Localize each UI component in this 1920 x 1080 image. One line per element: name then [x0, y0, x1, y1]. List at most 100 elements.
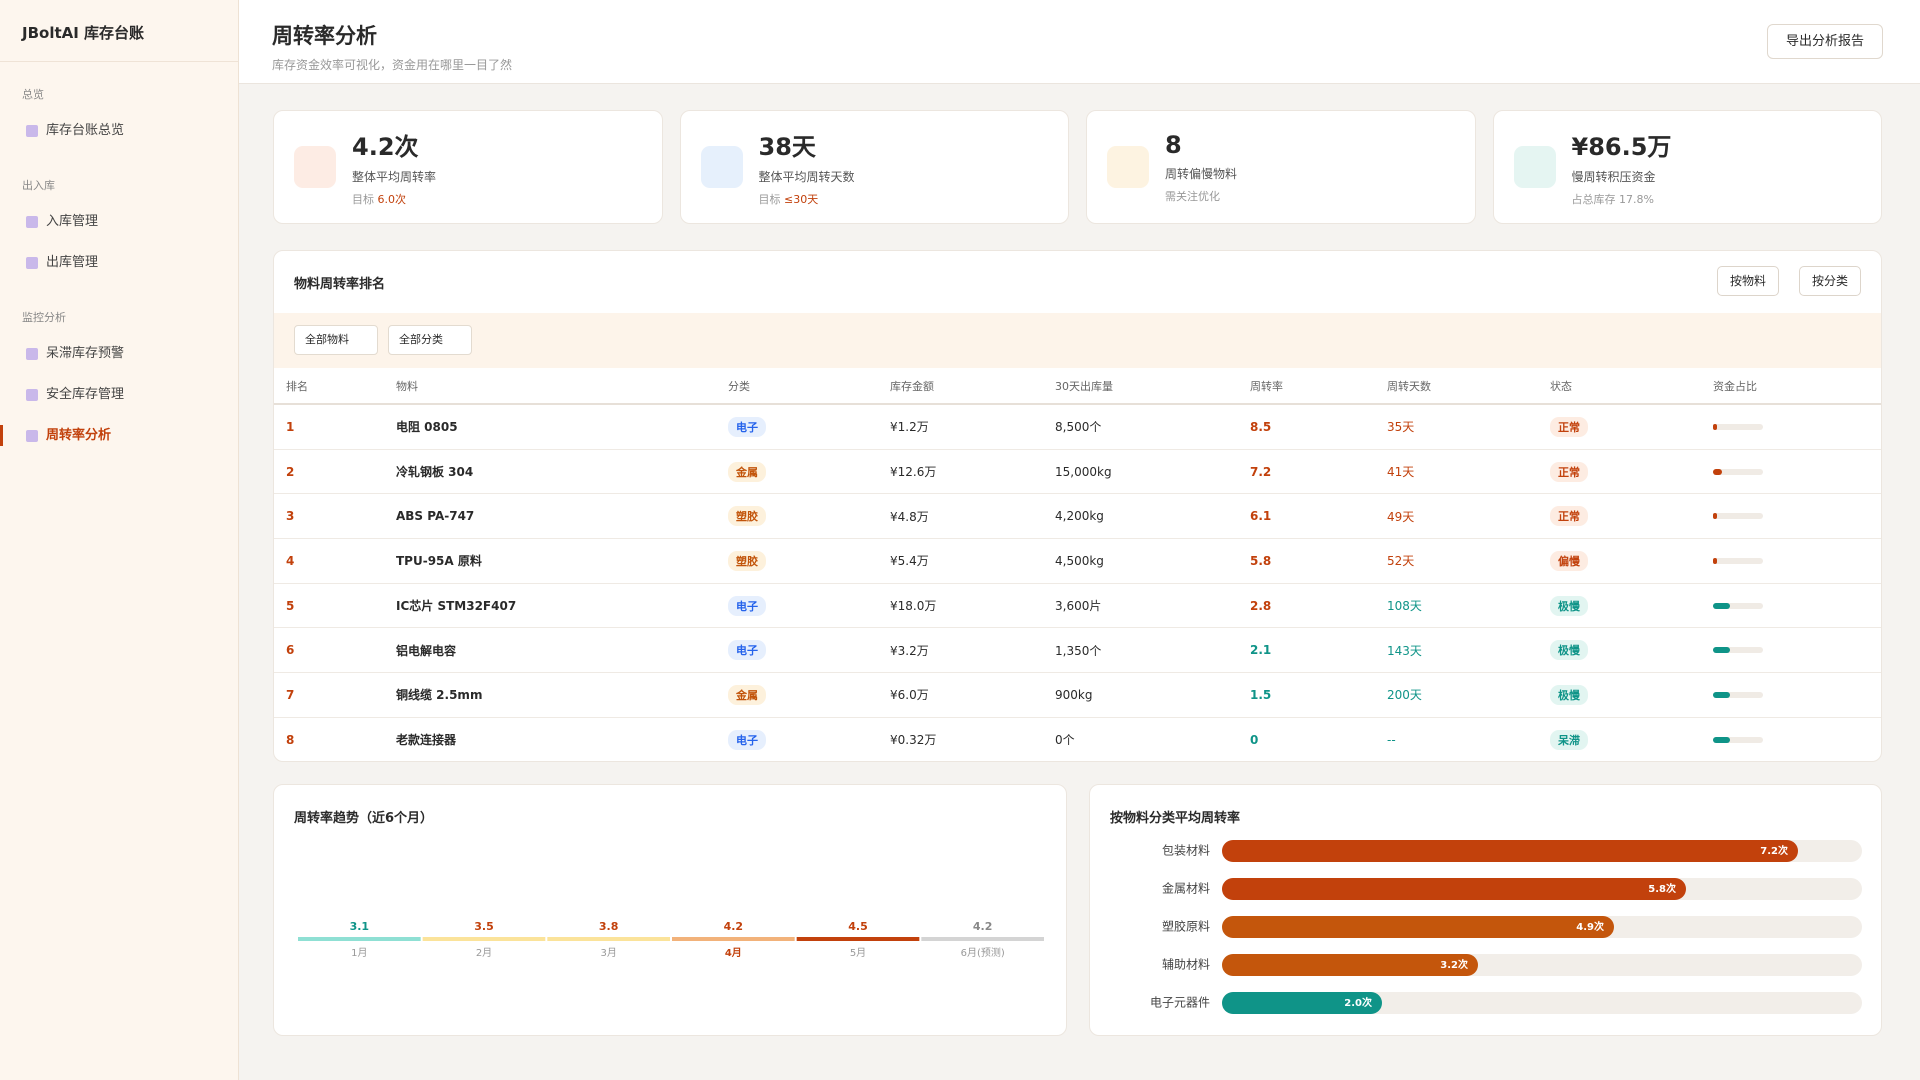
nav-item[interactable]: 周转率分析 — [0, 415, 238, 456]
material: 冷轧钢板 304 — [396, 465, 474, 480]
table-cell: 极慢 — [1550, 595, 1713, 616]
nav-icon — [26, 429, 38, 442]
turnover-days: -- — [1387, 732, 1396, 747]
column-header: 状态 — [1550, 379, 1572, 393]
nav-item[interactable]: 安全库存管理 — [0, 374, 238, 415]
kpi-icon — [294, 146, 336, 188]
category-card: 按物料分类平均周转率 包装材料 7.2次 金属材料 5.8次 塑胶原料 4.9次 辅助材料 3… — [1089, 784, 1882, 1036]
page-title: 周转率分析 — [272, 24, 377, 48]
kpi-note-text: 目标 — [758, 193, 781, 206]
table-cell: 15,000kg — [1055, 465, 1250, 479]
nav-group-title: 出入库 — [22, 179, 55, 192]
table-cell: 塑胶 — [728, 506, 890, 527]
share-track — [1713, 691, 1763, 698]
export-button[interactable]: 导出分析报告 — [1766, 24, 1883, 59]
material: 铜线缆 2.5mm — [396, 688, 483, 703]
card-title: 周转率趋势（近6个月） — [294, 811, 434, 826]
kpi-icon — [1107, 146, 1149, 188]
table-cell: 49天 — [1387, 508, 1550, 525]
amount: ¥0.32万 — [890, 733, 937, 748]
table-cell: TPU-95A 原料 — [396, 552, 728, 569]
category-badge: 金属 — [728, 684, 766, 705]
bar-track — [1222, 992, 1862, 1014]
table-cell: 金属 — [728, 461, 890, 482]
table-cell: 2.1 — [1250, 643, 1387, 657]
table-cell: 正常 — [1550, 461, 1713, 482]
kpi-note-text: 目标 — [352, 193, 374, 206]
category-badge: 塑胶 — [728, 506, 766, 527]
trend-value: 4.2 — [973, 920, 993, 933]
material: 铝电解电容 — [396, 643, 457, 658]
rank: 4 — [286, 553, 295, 568]
trend-month: 5月 — [850, 947, 866, 959]
table-cell: 108天 — [1387, 597, 1550, 614]
table-cell: 正常 — [1550, 416, 1713, 437]
category-badge: 电子 — [728, 729, 766, 750]
status-badge: 呆滞 — [1550, 729, 1588, 750]
filter-select[interactable]: 全部物料 — [294, 325, 378, 355]
table-header: 排名 物料 分类 库存金额 30天出库量 周转率 周转天数 状态 资金占比 — [274, 368, 1881, 405]
card-title: 物料周转率排名 — [294, 277, 386, 292]
column-header: 周转天数 — [1387, 379, 1431, 393]
bar-value-label: 7.2次 — [1760, 844, 1788, 857]
table-row: 7 铜线缆 2.5mm 金属 ¥6.0万 900kg 1.5 200天 极慢 — [274, 673, 1881, 718]
table-cell: ¥6.0万 — [890, 686, 1055, 703]
share-fill — [1713, 602, 1730, 609]
nav-item[interactable]: 库存台账总览 — [0, 110, 238, 151]
table-cell: 冷轧钢板 304 — [396, 463, 728, 480]
turnover-rate: 5.8 — [1250, 553, 1272, 568]
table-cell: 5 — [286, 599, 396, 613]
table-cell — [1713, 513, 1881, 520]
turnover-days: 143天 — [1387, 643, 1422, 658]
table-cell: 0 — [1250, 733, 1387, 747]
table-cell — [1713, 647, 1881, 654]
amount: ¥12.6万 — [890, 465, 937, 480]
turnover-days: 52天 — [1387, 554, 1415, 569]
status-badge: 极慢 — [1550, 595, 1588, 616]
table-cell: 6 — [286, 643, 396, 657]
table-cell: 4,200kg — [1055, 509, 1250, 523]
share-track — [1713, 602, 1763, 609]
table-cell: 塑胶 — [728, 550, 890, 571]
trend-month: 6月(预测) — [961, 946, 1005, 959]
toggle-button[interactable]: 按分类 — [1798, 266, 1861, 296]
table-row: 4 TPU-95A 原料 塑胶 ¥5.4万 4,500kg 5.8 52天 偏慢 — [274, 539, 1881, 584]
nav-item[interactable]: 呆滞库存预警 — [0, 333, 238, 374]
category-label: 辅助材料 — [1162, 958, 1210, 972]
nav-icon — [26, 256, 38, 269]
trend-card: 周转率趋势（近6个月） 3.1 1月 3.5 2月 3.8 3月 4.2 4月 4.5 5月 4.2… — [273, 784, 1067, 1036]
table-cell: ¥4.8万 — [890, 508, 1055, 525]
turnover-days: 49天 — [1387, 509, 1415, 524]
table-cell: -- — [1387, 733, 1550, 747]
table-cell: 1,350个 — [1055, 642, 1250, 659]
nav-group-title: 监控分析 — [22, 311, 66, 324]
kpi-note: 目标 ≤30天 — [759, 191, 855, 207]
table-cell: 52天 — [1387, 552, 1550, 569]
rank: 2 — [286, 464, 295, 479]
bar — [1222, 954, 1478, 976]
table-cell: 5.8 — [1250, 554, 1387, 568]
kpi-note: 目标 6.0次 — [352, 191, 436, 207]
filter-select[interactable]: 全部分类 — [388, 325, 472, 355]
amount: ¥5.4万 — [890, 554, 929, 569]
table-cell: 7.2 — [1250, 465, 1387, 479]
kpi-value: 8 — [1165, 130, 1182, 159]
bar-value-label: 3.2次 — [1440, 958, 1468, 971]
table-cell: 老款连接器 — [396, 731, 728, 748]
brand: JBoltAI 库存台账 — [0, 0, 238, 62]
kpi-row: 4.2次 整体平均周转率 目标 6.0次 38天 整体平均周转天数 目标 ≤30天 8 周转偏… — [273, 110, 1882, 224]
nav-label: 出库管理 — [46, 255, 99, 270]
table-cell: 3 — [286, 509, 396, 523]
outbound: 900kg — [1055, 687, 1093, 702]
nav-item[interactable]: 出库管理 — [0, 242, 238, 283]
table-cell: 0个 — [1055, 731, 1250, 748]
toggle-button[interactable]: 按物料 — [1716, 266, 1779, 296]
nav-item[interactable]: 入库管理 — [0, 201, 238, 242]
amount: ¥3.2万 — [890, 643, 929, 658]
kpi-note-value: 6.0次 — [377, 193, 407, 206]
card-title: 按物料分类平均周转率 — [1110, 811, 1241, 826]
table-cell: 极慢 — [1550, 640, 1713, 661]
material: 老款连接器 — [396, 733, 457, 748]
